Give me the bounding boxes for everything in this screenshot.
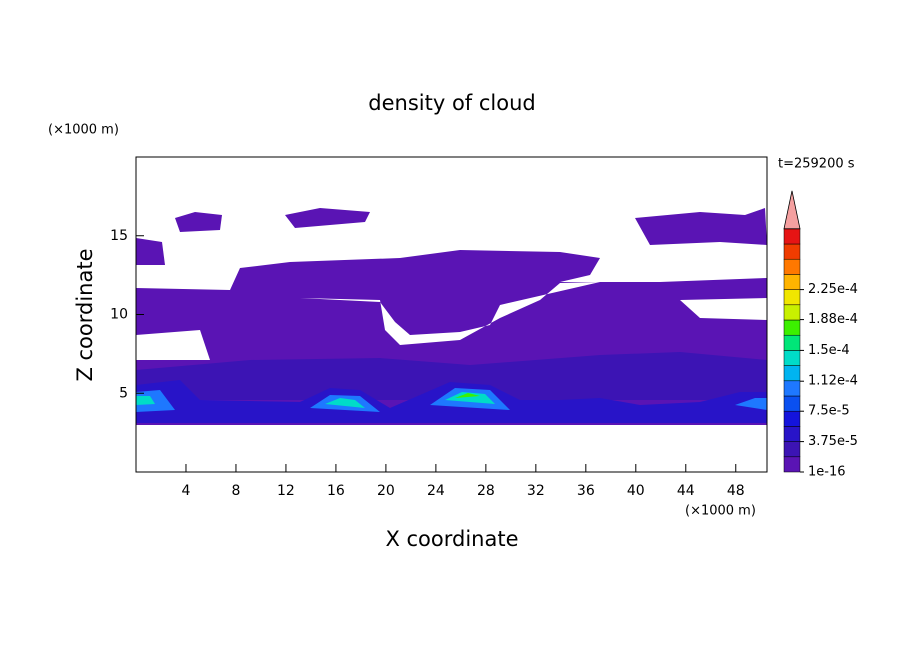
y-tick-label: 15	[110, 228, 128, 244]
x-tick-label: 36	[577, 483, 595, 499]
colorbar-band	[783, 350, 801, 366]
colorbar-band	[783, 456, 801, 473]
colorbar-label: 7.5e-5	[808, 404, 850, 419]
x-tick-label: 20	[377, 483, 395, 499]
y-tick-label: 5	[119, 385, 128, 401]
contour-region	[136, 392, 495, 408]
colorbar-band	[783, 395, 801, 412]
contour-region	[136, 238, 165, 265]
x-tick-label: 44	[677, 483, 695, 499]
contour-region	[285, 208, 370, 228]
x-tick-label: 4	[182, 483, 191, 499]
colorbar-band	[783, 228, 801, 245]
contour-region	[175, 212, 222, 232]
contour-region	[635, 208, 767, 245]
y-unit: (×1000 m)	[48, 123, 119, 138]
colorbar-band	[783, 410, 801, 427]
colorbar-band	[783, 258, 801, 275]
colorbar-band	[783, 319, 801, 336]
contour-gap	[240, 282, 600, 345]
colorbar-label: 3.75e-5	[808, 434, 858, 449]
colorbar-band	[783, 426, 801, 442]
colorbar-extend	[783, 190, 801, 230]
colorbar-band	[783, 380, 801, 397]
contour-region	[455, 393, 480, 398]
colorbar-band	[783, 289, 801, 306]
colorbar-label: 2.25e-4	[808, 282, 858, 297]
x-tick-label: 28	[477, 483, 495, 499]
colorbar-band	[783, 243, 801, 260]
y-axis-label: Z coordinate	[73, 248, 97, 381]
contour-region	[136, 352, 767, 400]
x-tick-label: 40	[627, 483, 645, 499]
x-tick-label: 48	[727, 483, 745, 499]
colorbar-band	[783, 304, 801, 321]
colorbar-band	[783, 334, 801, 351]
x-unit: (×1000 m)	[685, 504, 756, 519]
contour-gap	[136, 330, 210, 360]
x-tick-label: 24	[427, 483, 445, 499]
x-tick-label: 12	[277, 483, 295, 499]
subtitle: t=259200 s	[778, 157, 855, 172]
colorbar-label: 1.12e-4	[808, 374, 858, 389]
contour-gap	[680, 298, 767, 320]
colorbar-label: 1e-16	[808, 465, 846, 480]
x-tick-label: 32	[527, 483, 545, 499]
y-tick-label: 10	[110, 307, 128, 323]
colorbar-band	[783, 274, 801, 290]
x-tick-label: 8	[231, 483, 240, 499]
x-axis-label: X coordinate	[385, 527, 518, 551]
x-tick-label: 16	[327, 483, 345, 499]
colorbar-label: 1.5e-4	[808, 343, 850, 358]
chart-title: density of cloud	[368, 91, 535, 115]
contour-field	[136, 208, 767, 425]
colorbar-band	[783, 441, 801, 458]
colorbar-label: 1.88e-4	[808, 312, 858, 327]
colorbar-band	[783, 365, 801, 382]
